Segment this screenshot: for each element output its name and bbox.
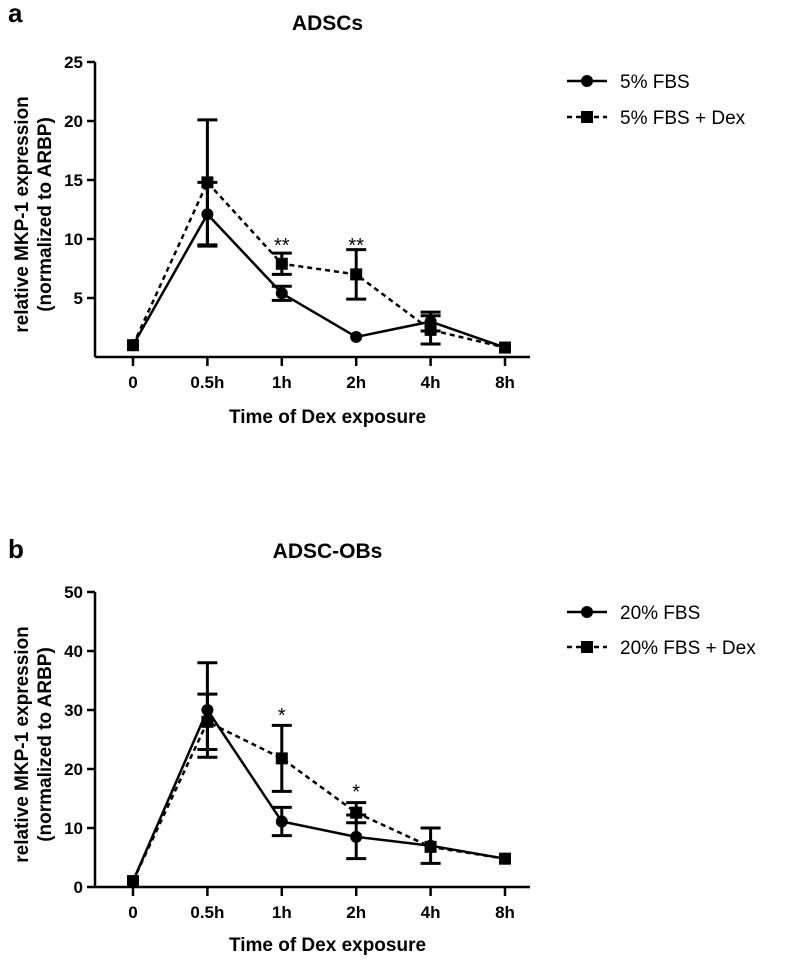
y-axis-label-line2: (normalized to ARBP) — [35, 117, 56, 312]
x-tick-label: 2h — [346, 903, 366, 922]
legend-marker — [581, 75, 593, 87]
x-tick-label: 4h — [421, 373, 441, 392]
data-point — [275, 752, 288, 765]
significance-label: * — [278, 705, 286, 727]
legend-entry-label: 5% FBS — [620, 72, 690, 93]
series-dex — [127, 692, 511, 888]
legend-entry-label: 20% FBS + Dex — [620, 638, 756, 659]
significance-label: ** — [348, 235, 364, 257]
x-tick-label: 0 — [128, 903, 137, 922]
x-tick-label: 8h — [495, 373, 515, 392]
legend-entry-label: 20% FBS — [620, 603, 700, 624]
series-line — [131, 212, 506, 349]
data-point — [350, 268, 363, 281]
x-tick-label: 0.5h — [190, 903, 224, 922]
y-tick-label: 10 — [64, 819, 83, 838]
data-point — [275, 257, 288, 270]
data-point — [499, 852, 511, 865]
data-point — [201, 208, 214, 221]
x-tick-label: 0.5h — [190, 373, 224, 392]
legend: 20% FBS 20% FBS + Dex — [567, 603, 756, 659]
y-tick-label: 20 — [64, 112, 83, 131]
panel-title: ADSC-OBs — [273, 540, 383, 563]
legend-entry-label: 5% FBS + Dex — [620, 108, 746, 129]
significance-label: * — [352, 782, 360, 804]
series-line — [131, 720, 506, 882]
data-point — [424, 839, 437, 852]
x-tick-label: 1h — [272, 903, 292, 922]
data-point — [424, 315, 437, 328]
data-point — [275, 815, 288, 828]
series-dex — [127, 118, 511, 354]
legend-marker — [581, 606, 593, 618]
data-point — [127, 339, 139, 352]
x-tick-label: 4h — [421, 903, 441, 922]
x-tick-label: 0 — [128, 373, 137, 392]
legend-marker — [581, 111, 593, 123]
y-tick-label: 25 — [64, 53, 83, 72]
panel-a: a ADSCs 5 10 15 20 25 0 0.5h 1h 2h 4h 8h Time of Dex … — [8, 0, 746, 428]
panel-title: ADSCs — [292, 12, 363, 35]
y-tick-label: 0 — [74, 878, 83, 897]
y-tick-label: 20 — [64, 760, 83, 779]
x-axis-label: Time of Dex exposure — [229, 407, 426, 428]
series-line — [131, 180, 506, 349]
series-control — [127, 661, 511, 888]
x-axis-label: Time of Dex exposure — [229, 935, 426, 956]
y-axis-label-line1: relative MKP-1 expression — [12, 96, 33, 333]
x-tick-label: 2h — [346, 373, 366, 392]
significance-label: ** — [274, 235, 290, 257]
data-point — [127, 875, 139, 888]
data-point — [499, 341, 511, 354]
data-point — [201, 704, 214, 716]
y-axis-label-line2: (normalized to ARBP) — [35, 647, 56, 842]
y-tick-label: 5 — [74, 289, 83, 308]
legend-marker — [581, 641, 593, 653]
data-point — [350, 830, 363, 843]
y-tick-label: 50 — [64, 583, 83, 602]
panel-b: b ADSC-OBs 0 10 20 30 40 50 0 0.5h 1h 2h 4h 8h Time of… — [8, 534, 756, 956]
data-point — [275, 287, 288, 300]
y-tick-label: 15 — [64, 171, 83, 190]
panel-letter: b — [8, 534, 24, 564]
legend: 5% FBS 5% FBS + Dex — [567, 72, 746, 129]
y-tick-label: 10 — [64, 230, 83, 249]
y-tick-label: 40 — [64, 642, 83, 661]
y-tick-label: 30 — [64, 701, 83, 720]
series-line — [131, 707, 506, 882]
panel-letter: a — [8, 0, 23, 28]
series-control — [127, 180, 511, 354]
x-tick-label: 1h — [272, 373, 292, 392]
x-tick-label: 8h — [495, 903, 515, 922]
y-axis-label-line1: relative MKP-1 expression — [12, 626, 33, 863]
data-point — [350, 330, 363, 343]
